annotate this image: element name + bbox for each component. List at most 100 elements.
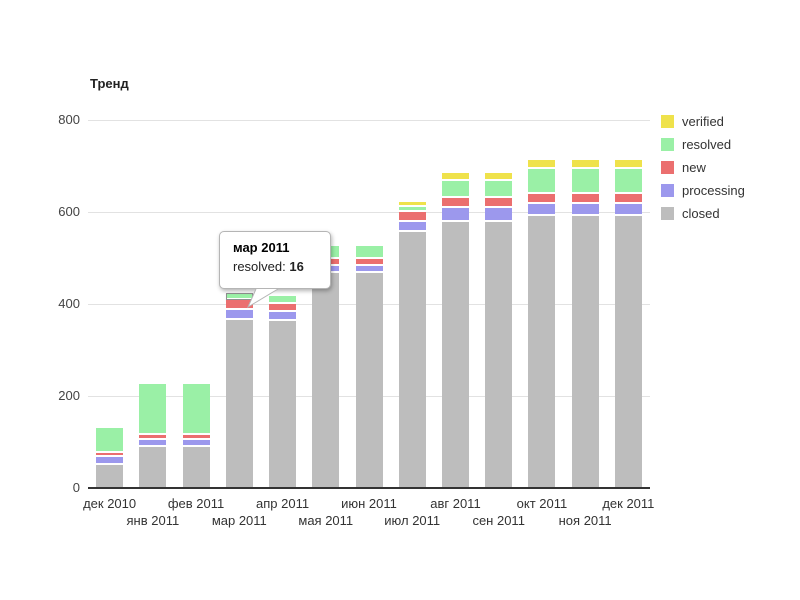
segment-verified[interactable] xyxy=(528,160,556,169)
segment-verified[interactable] xyxy=(571,160,599,169)
segment-resolved[interactable] xyxy=(355,246,383,259)
segment-resolved[interactable] xyxy=(269,296,297,304)
tooltip-series-label: resolved: xyxy=(233,259,290,274)
legend-label: verified xyxy=(682,114,724,129)
x-tick-label: авг 2011 xyxy=(430,496,481,511)
segment-new[interactable] xyxy=(614,194,642,204)
segment-processing[interactable] xyxy=(571,204,599,216)
legend-item-new[interactable]: new xyxy=(661,161,745,174)
tooltip-value: 16 xyxy=(289,259,304,274)
segment-new[interactable] xyxy=(528,194,556,204)
segment-processing[interactable] xyxy=(528,204,556,216)
segment-new[interactable] xyxy=(441,198,469,208)
x-tick-label: сен 2011 xyxy=(472,513,525,528)
legend-item-closed[interactable]: closed xyxy=(661,207,745,220)
gridline-600 xyxy=(88,212,650,213)
segment-processing[interactable] xyxy=(355,266,383,273)
segment-closed[interactable] xyxy=(528,216,556,488)
segment-new[interactable] xyxy=(485,198,513,208)
segment-new[interactable] xyxy=(96,453,124,457)
bar-slot xyxy=(174,120,217,488)
segment-new[interactable] xyxy=(269,304,297,312)
bar-slot xyxy=(607,120,650,488)
segment-processing[interactable] xyxy=(139,440,167,447)
bar-slot xyxy=(218,120,261,488)
segment-resolved[interactable] xyxy=(614,169,642,194)
segment-closed[interactable] xyxy=(441,222,469,488)
segment-new[interactable] xyxy=(139,435,167,440)
segment-verified[interactable] xyxy=(485,173,513,181)
x-tick-label: мар 2011 xyxy=(211,513,267,528)
segment-processing[interactable] xyxy=(96,457,124,465)
legend-label: resolved xyxy=(682,137,732,152)
segment-processing[interactable] xyxy=(441,208,469,222)
segment-resolved[interactable] xyxy=(485,181,513,198)
stacked-bar-апр 2011 xyxy=(269,296,297,488)
bar-slot xyxy=(391,120,434,488)
x-tick-label: ноя 2011 xyxy=(558,513,612,528)
segment-closed[interactable] xyxy=(614,216,642,488)
bar-slot xyxy=(304,120,347,488)
legend-item-resolved[interactable]: resolved xyxy=(661,138,745,151)
gridline-800 xyxy=(88,120,650,121)
segment-new[interactable] xyxy=(355,259,383,266)
segment-closed[interactable] xyxy=(96,465,124,488)
stacked-bar-фев 2011 xyxy=(182,384,210,488)
bar-slot xyxy=(520,120,563,488)
segment-closed[interactable] xyxy=(139,447,167,488)
y-tick-label: 200 xyxy=(58,388,80,403)
tooltip-title: мар 2011 xyxy=(233,240,290,255)
stacked-bar-авг 2011 xyxy=(441,173,469,488)
bar-slot xyxy=(477,120,520,488)
segment-processing[interactable] xyxy=(398,222,426,232)
segment-processing[interactable] xyxy=(614,204,642,216)
segment-closed[interactable] xyxy=(571,216,599,488)
segment-resolved[interactable] xyxy=(571,169,599,194)
bar-slot xyxy=(88,120,131,488)
segment-resolved[interactable] xyxy=(96,428,124,453)
bar-slot xyxy=(434,120,477,488)
segment-new[interactable] xyxy=(182,435,210,440)
plot-area xyxy=(88,120,650,489)
segment-verified[interactable] xyxy=(614,160,642,169)
segment-closed[interactable] xyxy=(182,447,210,488)
y-tick-label: 400 xyxy=(58,296,80,311)
segment-resolved[interactable] xyxy=(528,169,556,194)
bar-slot xyxy=(564,120,607,488)
segment-closed[interactable] xyxy=(225,320,253,488)
y-tick-label: 600 xyxy=(58,204,80,219)
segment-new[interactable] xyxy=(225,300,253,310)
legend-item-processing[interactable]: processing xyxy=(661,184,745,197)
segment-processing[interactable] xyxy=(269,312,297,321)
segment-closed[interactable] xyxy=(355,273,383,488)
segment-resolved[interactable] xyxy=(225,293,253,300)
segment-new[interactable] xyxy=(571,194,599,204)
segment-processing[interactable] xyxy=(225,310,253,320)
x-axis-labels: дек 2010 янв 2011 фев 2011 мар 2011 апр 2011… xyxy=(83,496,654,534)
segment-resolved[interactable] xyxy=(398,207,426,212)
segment-closed[interactable] xyxy=(398,232,426,488)
stacked-bar-сен 2011 xyxy=(485,173,513,488)
segment-processing[interactable] xyxy=(485,208,513,222)
stacked-bar-мар 2011 xyxy=(225,293,253,488)
segment-closed[interactable] xyxy=(312,273,340,488)
stacked-bar-июн 2011 xyxy=(355,246,383,488)
segment-processing[interactable] xyxy=(182,440,210,447)
segment-closed[interactable] xyxy=(485,222,513,488)
legend-swatch-closed xyxy=(661,207,674,220)
bar-slot xyxy=(347,120,390,488)
segment-resolved[interactable] xyxy=(441,181,469,198)
bars-container xyxy=(88,120,650,488)
bar-slot xyxy=(131,120,174,488)
segment-verified[interactable] xyxy=(441,173,469,181)
legend-item-verified[interactable]: verified xyxy=(661,115,745,128)
stacked-bar-дек 2011 xyxy=(614,160,642,488)
segment-closed[interactable] xyxy=(269,321,297,488)
segment-new[interactable] xyxy=(398,212,426,222)
x-tick-label: мая 2011 xyxy=(298,513,354,528)
segment-resolved[interactable] xyxy=(182,384,210,435)
segment-verified[interactable] xyxy=(398,202,426,207)
segment-resolved[interactable] xyxy=(139,384,167,435)
x-tick-label: дек 2011 xyxy=(602,496,655,511)
legend-label: new xyxy=(682,160,706,175)
